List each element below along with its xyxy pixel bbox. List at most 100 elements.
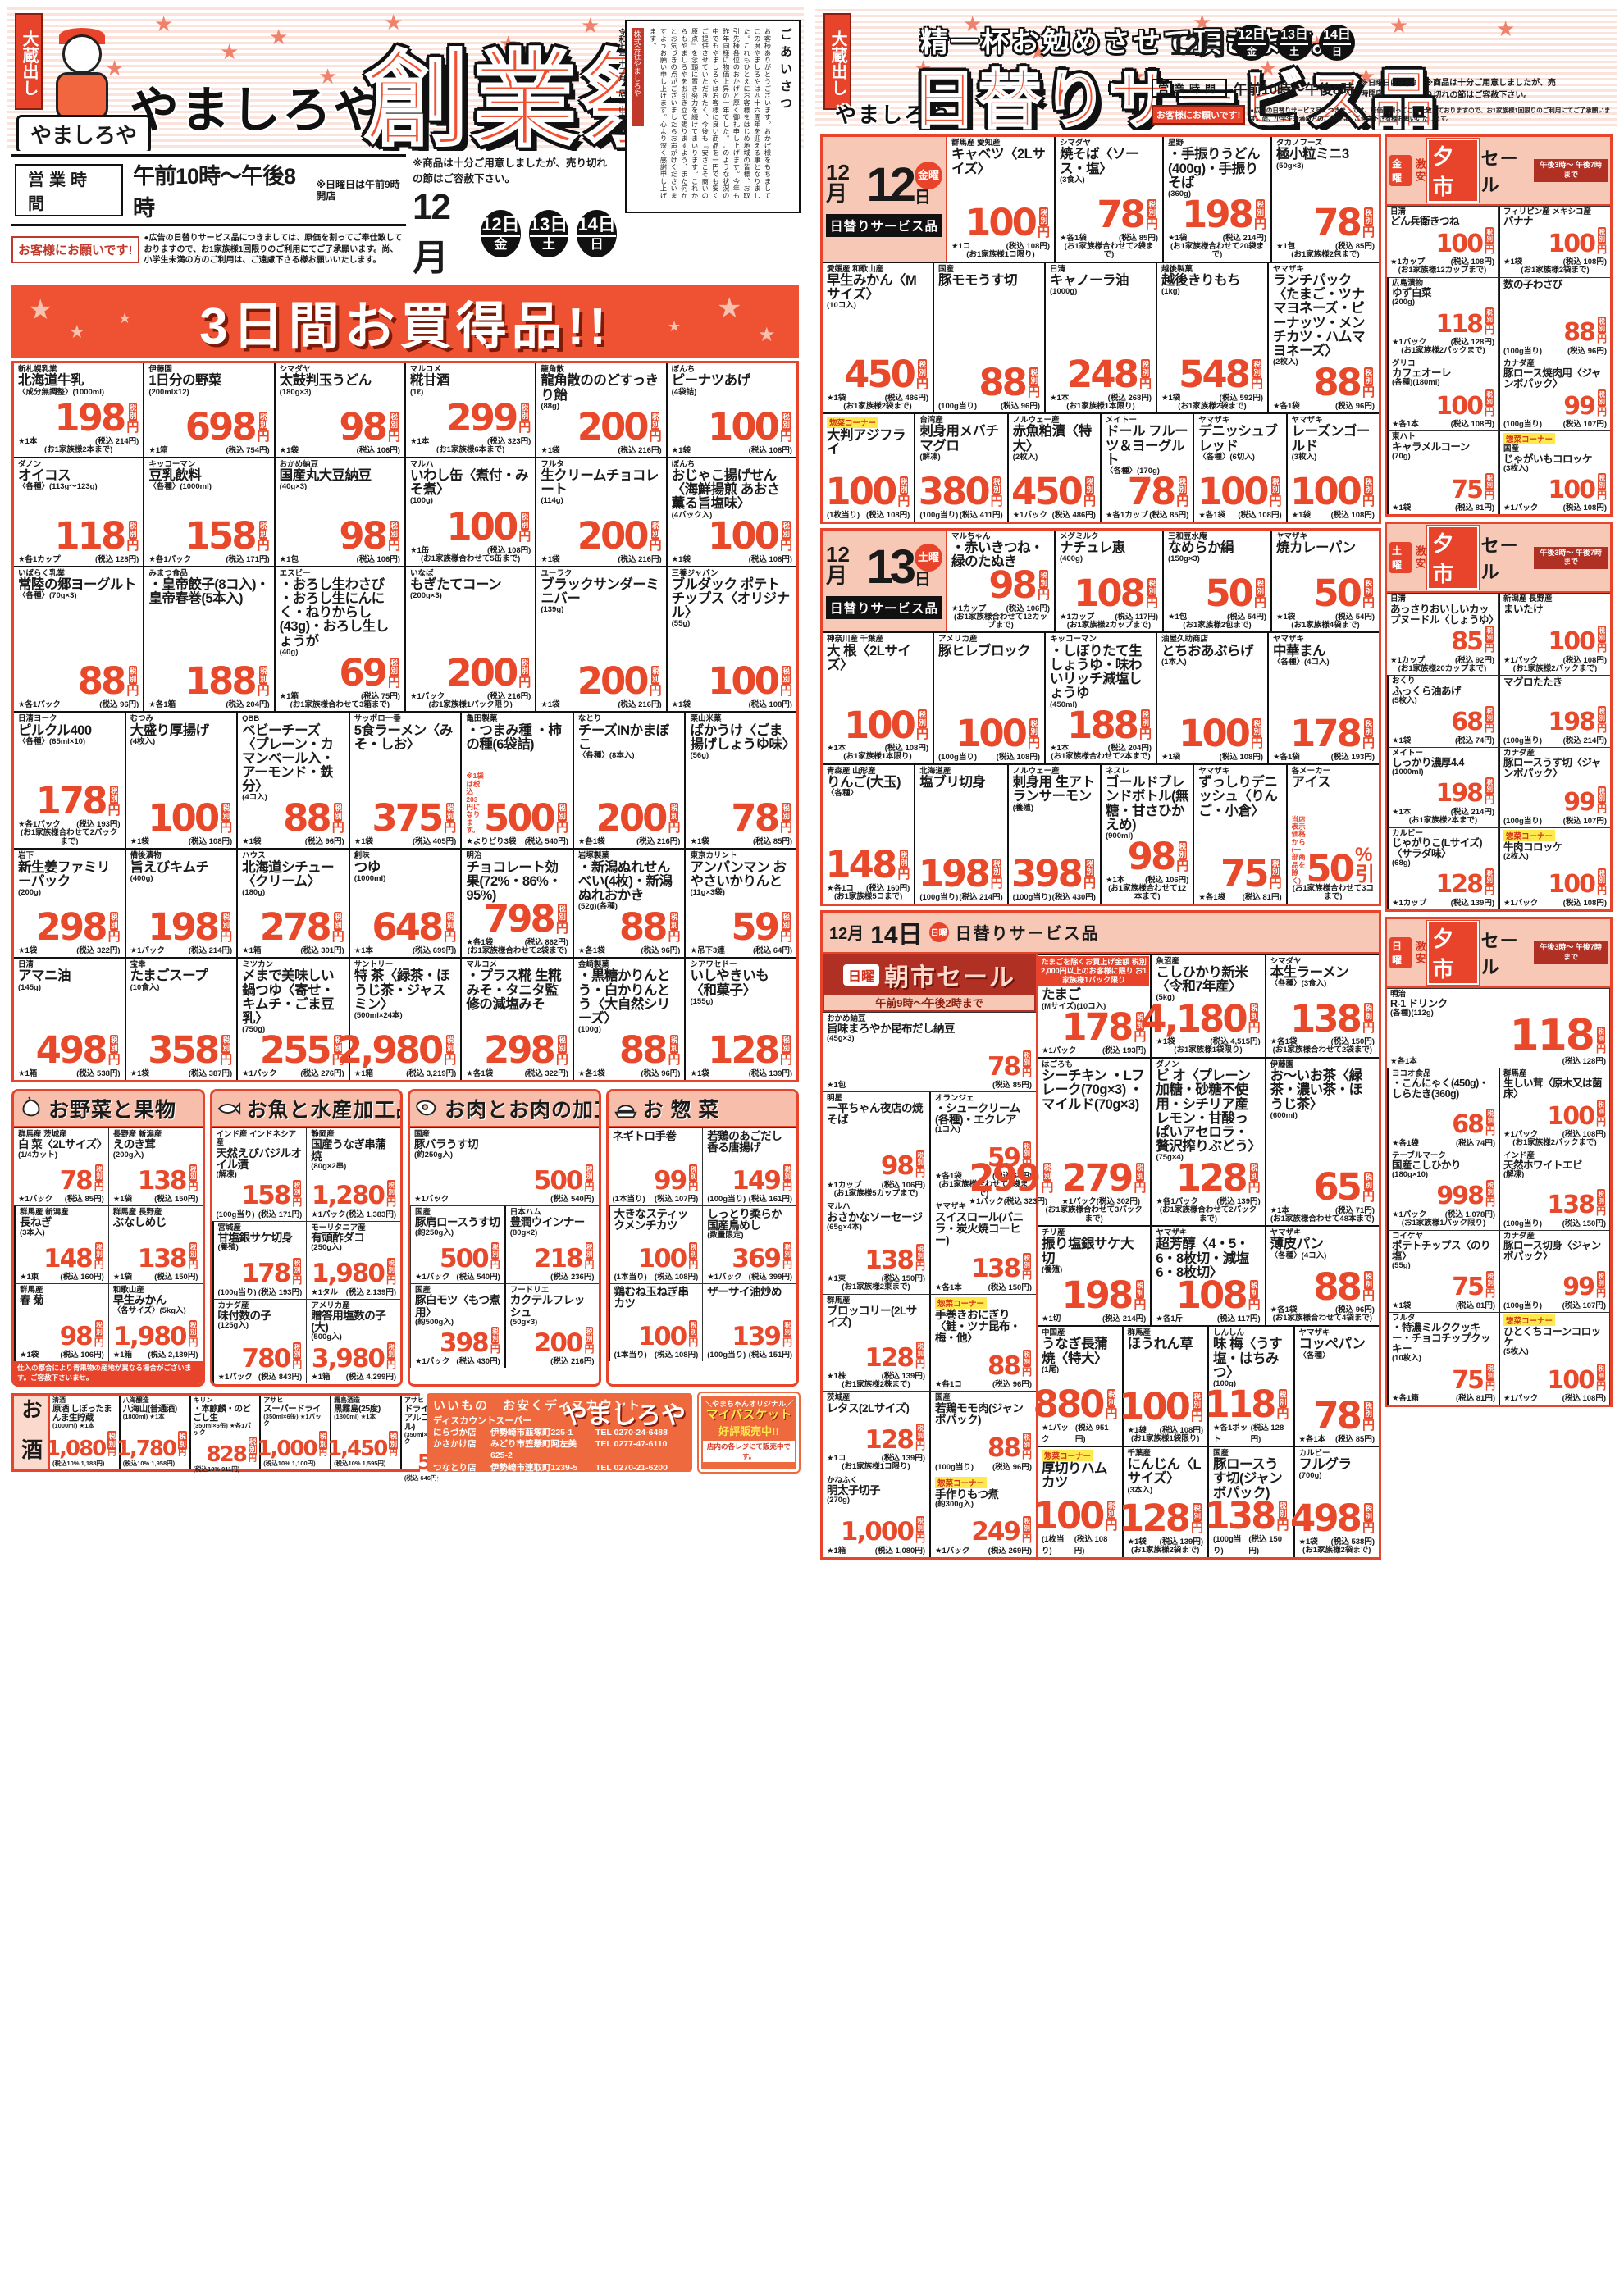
item-name: 豚ロース切身〈ジャンボパック〉 — [1503, 1239, 1601, 1262]
item-brand: ヤマザキ — [1270, 1228, 1302, 1238]
unit-label: ★1袋 — [1156, 1037, 1175, 1047]
price-value: 500 — [483, 796, 556, 840]
store-name: 本庄店 — [433, 1485, 459, 1496]
price-value: 188 — [1067, 703, 1139, 747]
yen-label: 円 — [1362, 736, 1375, 750]
price-value: 100 — [956, 711, 1028, 755]
item-name: ランチパック〈たまご・ツナマヨネーズ・ピーナッツ・メンチカツ・ハムマヨネーズ〉 — [1273, 273, 1366, 358]
price-value: 138 — [137, 1243, 188, 1273]
purchase-limit: (お1家族様2パックまで) — [1512, 1138, 1597, 1148]
unit-label: ★1箱 — [354, 1069, 374, 1079]
item-foot: ★1袋 (税込 108円) — [672, 698, 792, 709]
price-line: 100 税別円 — [1033, 1497, 1118, 1534]
tax-included-price: (税込 150円) — [154, 1195, 198, 1205]
item-foot: ★各1コ (税込 160円) — [827, 882, 910, 893]
item-brand: 宮城産 — [217, 1223, 242, 1232]
unit-label: ★1袋 — [1127, 1426, 1147, 1436]
price-value: 828 — [206, 1442, 248, 1467]
price-value: 188 — [185, 659, 258, 704]
purchase-limit: (お1家族様20カップまで) — [1398, 663, 1487, 673]
tax-included-price: (税込 108円) — [1450, 257, 1494, 267]
tax-excluded-badge: 税別 — [782, 1035, 791, 1055]
yen-label: 円 — [1105, 1518, 1118, 1533]
item-name: 味 梅〈うす塩・はちみつ〉 — [1213, 1337, 1283, 1380]
tax-included-price: (税込 214円) — [1222, 233, 1266, 243]
item-brand: 日清 — [1050, 264, 1066, 274]
item-spec: (500ml×24本) — [354, 1010, 403, 1020]
price-value: 500 — [440, 1243, 490, 1273]
tax-included-price: (税込 387円) — [188, 1069, 233, 1079]
purchase-limit: (お1家族様合わせて3箱まで) — [290, 699, 390, 709]
price-line: ※1袋は税込203円になります。 500 税別円 — [466, 772, 568, 840]
price-line: 200 税別円 — [541, 408, 662, 445]
item-brand: アメリカ産 — [311, 1301, 350, 1310]
item-foot: (税込 236円) — [510, 1270, 594, 1282]
purchase-limit: (お1家族様合わせて2袋まで) — [1272, 1046, 1373, 1055]
tax-excluded-badge: 税別 — [221, 912, 230, 932]
sake-item: 八海醸造 八海山(普通酒) (1800ml) ★1本 1,780 税別円 (税込10% 1… — [116, 1396, 189, 1470]
yen-label: 円 — [1105, 1406, 1118, 1421]
item-name: アンパンマン おやさいかりんと — [690, 859, 787, 889]
yen-label: 円 — [1484, 884, 1494, 896]
sale-label: セール — [1480, 535, 1519, 583]
tray-icon — [614, 1105, 637, 1118]
date-number: 14日 — [577, 216, 616, 237]
price-side: 税別円 — [178, 1431, 187, 1458]
item-name: 新生姜ファミリーパック — [18, 859, 110, 889]
tax-excluded-badge: 税別 — [1249, 1279, 1259, 1299]
unit-label: (100g当り) — [1012, 892, 1051, 902]
grid-row: 神奈川産 千葉産大 根〈2Lサイズ〉 100 税別円 ★1本 (税込 108円) (お1家… — [823, 631, 1379, 763]
item-spec: 〈成分無調整〉(1000ml) — [18, 387, 105, 397]
item-foot: ★1パック (税込 486円) — [1013, 508, 1096, 520]
yen-label: 円 — [1362, 1418, 1375, 1433]
tax-included-price: (税込 160円) — [866, 884, 910, 894]
purchase-limit: (お1家族様合わせて20袋まで) — [1170, 241, 1264, 260]
item-foot: ★1本 (税込 106円) — [1106, 873, 1188, 885]
item-foot: ★1袋 (税込 139円) — [690, 1067, 792, 1078]
price-side: 税別円 — [915, 1424, 925, 1451]
tax-included-price: (税込 108円) — [1219, 752, 1263, 762]
item-foot: ★1束 (税込 160円) — [20, 1270, 104, 1282]
tax-included-price: (税込 216円) — [618, 445, 662, 455]
unit-label: (100g当り) — [1503, 1301, 1542, 1310]
item-cell: モーリタニア産 有頭酢ダコ (250g入) 1,980 税別円 ★1タル (税込 2,139… — [306, 1220, 400, 1299]
price-side: 税別円 — [556, 1035, 568, 1066]
yen-label: 円 — [1138, 376, 1152, 391]
purchase-limit: (お1家族様1コ限り) — [842, 1462, 910, 1472]
price-line: 200 税別円 — [541, 517, 662, 554]
yen-label: 円 — [1484, 794, 1494, 806]
price-line: 75 税別円 — [1198, 855, 1282, 892]
unit-label: ★1袋 — [541, 700, 560, 710]
price-line: 138 税別円 — [113, 1242, 198, 1273]
item-name: ふっくら油あげ — [1392, 685, 1462, 697]
price-value: 98 — [339, 513, 388, 558]
bargain-grid: 新札幌乳業 北海道牛乳 〈成分無調整〉(1000ml) 198 税別円 ★1本 (税込 21… — [11, 361, 799, 1083]
price-line: 255 税別円 — [242, 1032, 344, 1068]
unit-label: ★1袋 — [1392, 503, 1412, 513]
item-spec: (養殖) — [1012, 803, 1033, 813]
item-cell: 日清 キャノーラ油 (1000g) 248 税別円 ★1本 (税込 268円) (お1家族様1… — [1044, 262, 1156, 412]
item-brand: 群馬産 愛知産 — [951, 139, 1001, 148]
unit-label: ★1袋 — [112, 1273, 133, 1282]
shop-logo: やましろや — [130, 83, 384, 138]
tax-excluded-badge: 税別 — [1598, 705, 1606, 723]
store-info: いいもの お安くディスカウント ディスカウントスーパー やましろや にらづか店伊… — [427, 1393, 692, 1507]
tax-included-price: (税込 128円) — [1450, 338, 1494, 348]
price-value: 398 — [1011, 851, 1083, 895]
unit-label: ★各1パック — [18, 700, 61, 710]
item-brand: モーリタニア産 — [311, 1223, 366, 1232]
item-spec: (1000g) — [1050, 287, 1078, 297]
yen-label: 円 — [220, 1053, 233, 1068]
price-value: 50 — [1306, 846, 1355, 891]
item-cell: 惣菜コーナー 牛肉コロッケ (2枚入) 100 税別円 ★1パック (税込 108円) — [1499, 827, 1610, 909]
unit-label: ★1パック — [409, 691, 445, 701]
price-side: 税別円 — [1362, 1400, 1375, 1433]
item-cell: 鶏むね玉ねぎ串カツ 100 税別円 (1本当り) (税込 108円) — [608, 1283, 703, 1362]
price-note: 当店表示価格から(一部商品を除く) — [1291, 814, 1306, 885]
price-line: 108 税別円 — [1156, 1277, 1261, 1314]
price-line: 798 税別円 — [466, 900, 568, 937]
price-side: 税別円 — [915, 1244, 925, 1271]
fish-icon — [217, 1102, 240, 1115]
item-spec: (100g) — [409, 496, 433, 506]
item-spec: (4コ入) — [242, 793, 267, 803]
